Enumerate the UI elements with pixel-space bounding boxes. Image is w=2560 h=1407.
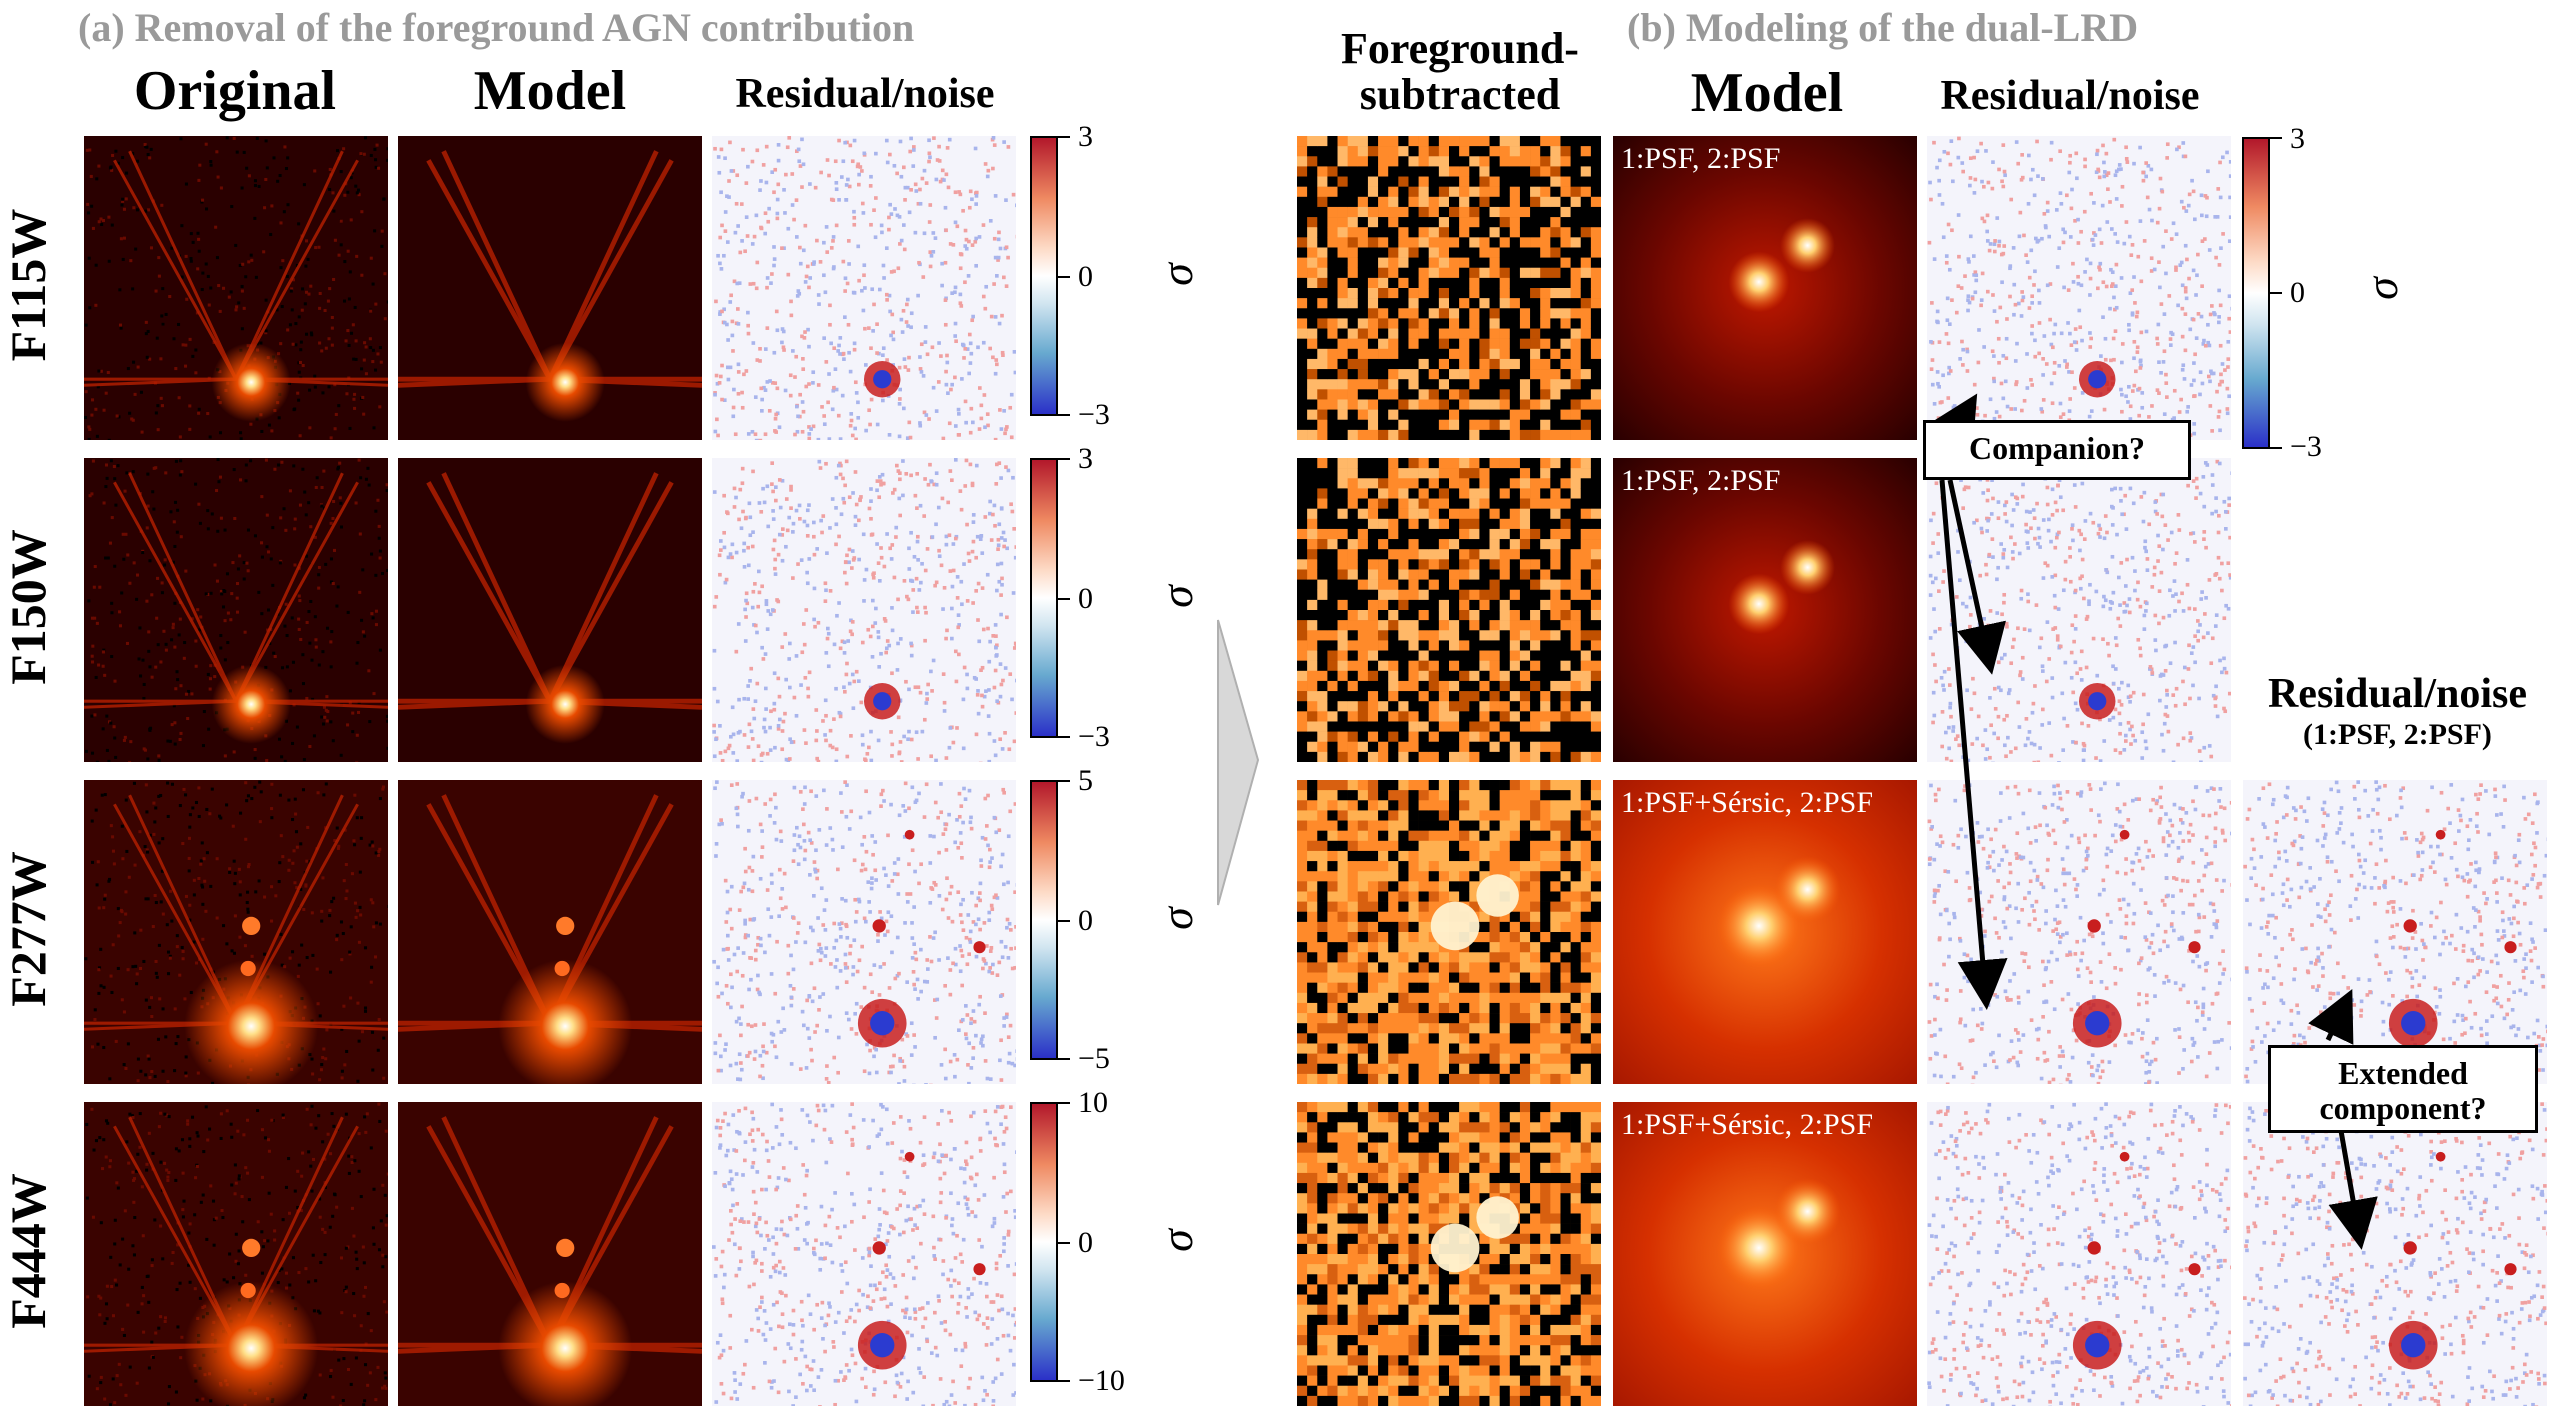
colorbar-a-3-tick-2: −10 xyxy=(1078,1364,1125,1397)
colorbar-a-1 xyxy=(1030,458,1058,738)
panel-model-b-2: 1:PSF+Sérsic, 2:PSF xyxy=(1613,780,1917,1084)
extra-column-header: Residual/noise (1:PSF, 2:PSF) xyxy=(2235,670,2560,752)
colorbar-a-2-tick-1: 0 xyxy=(1078,904,1093,937)
col-foreground-line1: Foreground- xyxy=(1341,24,1579,73)
colorbar-a-3-tick-0: 10 xyxy=(1078,1086,1108,1119)
colorbar-a-1-tick-2: −3 xyxy=(1078,720,1110,753)
colorbar-a-0-tick-1: 0 xyxy=(1078,260,1093,293)
panel-foreground-0 xyxy=(1297,136,1601,440)
colorbar-a-0-tick-2: −3 xyxy=(1078,398,1110,431)
colorbar-a-0 xyxy=(1030,136,1058,416)
colorbar-a-2-tick-2: −5 xyxy=(1078,1042,1110,1075)
colorbar-b-tick-bot: −3 xyxy=(2290,430,2322,463)
colorbar-a-3 xyxy=(1030,1102,1058,1382)
colorbar-b-tick-top: 3 xyxy=(2290,122,2305,155)
model-tag-0: 1:PSF, 2:PSF xyxy=(1621,142,1781,175)
companion-callout: Companion? xyxy=(1923,420,2191,480)
section-a-title: (a) Removal of the foreground AGN contri… xyxy=(78,5,915,50)
panel-residual-b-3 xyxy=(1927,1102,2231,1406)
panel-model-b-1: 1:PSF, 2:PSF xyxy=(1613,458,1917,762)
model-tag-2: 1:PSF+Sérsic, 2:PSF xyxy=(1621,786,1874,819)
col-residual-a: Residual/noise xyxy=(735,71,995,117)
section-b-title: (b) Modeling of the dual-LRD xyxy=(1627,5,2139,50)
panel-residual-b-0 xyxy=(1927,136,2231,440)
panel-residual-extra-3 xyxy=(2243,1102,2547,1406)
panel-residual-a-0 xyxy=(712,136,1016,440)
flow-arrow xyxy=(1217,619,1260,906)
extended-component-callout: Extended component? xyxy=(2268,1045,2538,1133)
colorbar-a-2 xyxy=(1030,780,1058,1060)
extra-column-subtitle: (1:PSF, 2:PSF) xyxy=(2303,718,2492,751)
extended-callout-line2: component? xyxy=(2319,1090,2487,1127)
panel-foreground-2 xyxy=(1297,780,1601,1084)
panel-residual-a-3 xyxy=(712,1102,1016,1406)
panel-model-b-0: 1:PSF, 2:PSF xyxy=(1613,136,1917,440)
panel-model-a-0 xyxy=(398,136,702,440)
panel-residual-b-2 xyxy=(1927,780,2231,1084)
extra-column-title: Residual/noise xyxy=(2267,671,2528,717)
panel-original-1 xyxy=(84,458,388,762)
col-original: Original xyxy=(133,60,337,122)
colorbar-a-1-tick-0: 3 xyxy=(1078,442,1093,475)
panel-model-b-3: 1:PSF+Sérsic, 2:PSF xyxy=(1613,1102,1917,1406)
panel-model-a-1 xyxy=(398,458,702,762)
colorbar-b xyxy=(2242,137,2270,449)
colorbar-b-tick-mid: 0 xyxy=(2290,276,2305,309)
panel-residual-extra-2 xyxy=(2243,780,2547,1084)
col-model-b: Model xyxy=(1690,62,1844,124)
model-tag-1: 1:PSF, 2:PSF xyxy=(1621,464,1781,497)
col-foreground-subtracted: Foreground- subtracted xyxy=(1300,24,1620,120)
panel-model-a-3 xyxy=(398,1102,702,1406)
colorbar-a-3-tick-1: 0 xyxy=(1078,1226,1093,1259)
panel-residual-a-1 xyxy=(712,458,1016,762)
panel-foreground-3 xyxy=(1297,1102,1601,1406)
panel-residual-a-2 xyxy=(712,780,1016,1084)
colorbar-a-1-tick-1: 0 xyxy=(1078,582,1093,615)
panel-original-0 xyxy=(84,136,388,440)
col-model-a: Model xyxy=(473,60,627,122)
col-foreground-line2: subtracted xyxy=(1359,70,1561,120)
panel-original-3 xyxy=(84,1102,388,1406)
panel-original-2 xyxy=(84,780,388,1084)
model-tag-3: 1:PSF+Sérsic, 2:PSF xyxy=(1621,1108,1874,1141)
extended-callout-line1: Extended xyxy=(2338,1055,2468,1091)
colorbar-a-0-tick-0: 3 xyxy=(1078,120,1093,153)
col-residual-b: Residual/noise xyxy=(1940,73,2200,119)
colorbar-a-2-tick-0: 5 xyxy=(1078,764,1093,797)
panel-model-a-2 xyxy=(398,780,702,1084)
panel-foreground-1 xyxy=(1297,458,1601,762)
